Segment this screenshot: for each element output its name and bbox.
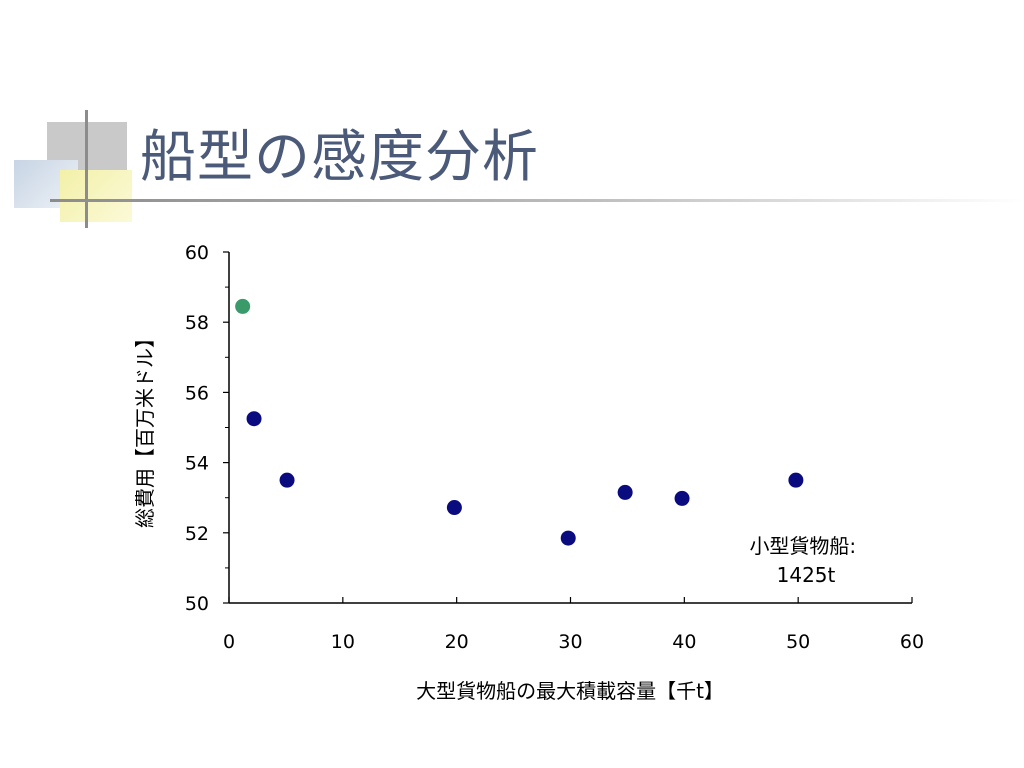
decor-vertical-line — [85, 110, 88, 228]
chart-annotation: 小型貨物船: 1425t — [749, 534, 862, 587]
y-tick-label: 52 — [185, 523, 209, 545]
x-tick-label: 0 — [223, 631, 235, 653]
x-tick-label: 40 — [672, 631, 696, 653]
x-tick-label: 20 — [445, 631, 469, 653]
data-point — [560, 530, 576, 546]
annotation-line-2: 1425t — [777, 563, 836, 587]
data-point — [446, 500, 462, 516]
x-tick-label: 60 — [900, 631, 924, 653]
chart-points — [235, 298, 804, 546]
title-underline — [50, 199, 1024, 202]
data-point — [235, 298, 251, 314]
annotation-line-1: 小型貨物船: — [749, 534, 856, 558]
data-point — [674, 490, 690, 506]
y-tick-label: 54 — [185, 453, 209, 475]
y-tick-label: 60 — [185, 242, 209, 264]
decor-yellow-square — [60, 170, 132, 222]
x-tick-label: 30 — [558, 631, 582, 653]
x-tick-label: 10 — [331, 631, 355, 653]
y-tick-label: 56 — [185, 382, 209, 404]
chart-ticks: 50 52 54 56 58 60 0 10 20 30 40 50 60 — [185, 242, 924, 653]
y-tick-label: 58 — [185, 312, 209, 334]
x-tick-label: 50 — [786, 631, 810, 653]
x-axis-label: 大型貨物船の最大積載容量【千t】 — [416, 679, 724, 703]
y-tick-label: 50 — [185, 593, 209, 615]
data-point — [788, 472, 804, 488]
data-point — [617, 484, 633, 500]
data-point — [246, 411, 262, 427]
data-point — [279, 472, 295, 488]
y-axis-label: 総費用【百万米ドル】 — [133, 328, 157, 528]
slide-title: 船型の感度分析 — [140, 125, 539, 190]
